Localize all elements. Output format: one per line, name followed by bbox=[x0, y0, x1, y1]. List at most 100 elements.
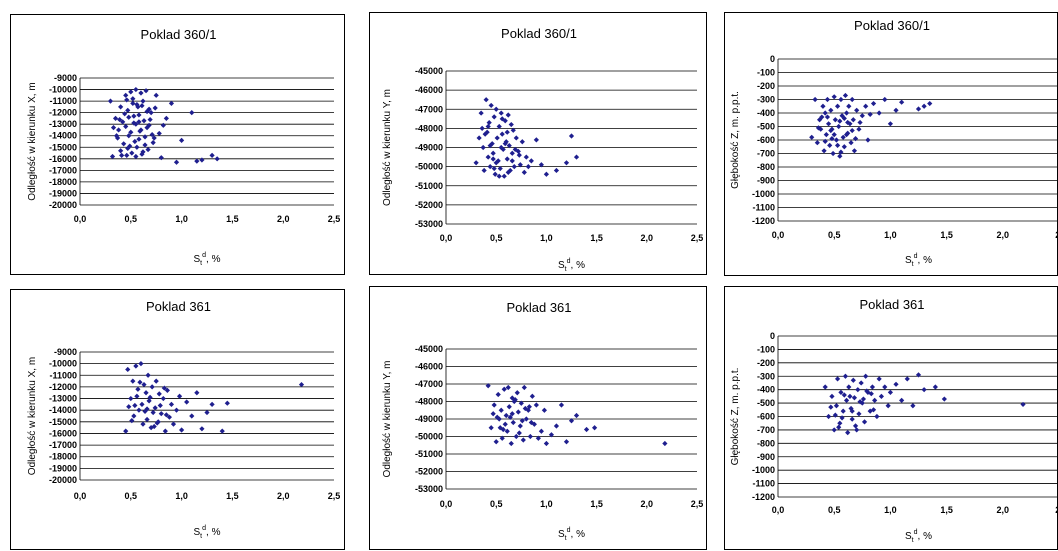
data-point bbox=[850, 377, 856, 383]
data-point bbox=[145, 146, 151, 153]
data-point bbox=[125, 107, 131, 113]
data-point bbox=[176, 393, 183, 399]
data-point bbox=[854, 107, 860, 113]
data-point bbox=[529, 393, 535, 399]
data-point bbox=[140, 149, 146, 155]
data-point bbox=[510, 127, 516, 133]
y-tick-label: -11000 bbox=[49, 370, 77, 380]
data-point bbox=[855, 387, 861, 393]
data-point bbox=[519, 418, 525, 424]
data-point bbox=[493, 439, 499, 445]
data-point bbox=[143, 88, 149, 94]
data-point bbox=[166, 414, 173, 420]
data-point bbox=[528, 158, 534, 164]
chart-panel-y-361: Poklad 361 -45000 -46000 -47000 -48000 -49000… bbox=[369, 286, 707, 550]
data-point bbox=[129, 418, 135, 424]
data-point bbox=[486, 120, 492, 126]
y-tick-label: -20000 bbox=[49, 200, 77, 210]
data-point bbox=[173, 159, 180, 165]
data-point bbox=[483, 97, 489, 103]
x-tick-label: 1,0 bbox=[884, 505, 897, 515]
data-point bbox=[904, 376, 910, 382]
data-point bbox=[503, 412, 509, 419]
data-point bbox=[110, 125, 117, 131]
y-tick-label: -19000 bbox=[49, 463, 77, 473]
data-point bbox=[523, 154, 529, 160]
data-point bbox=[515, 409, 521, 415]
data-point bbox=[528, 419, 534, 426]
y-tick-label: -14000 bbox=[49, 131, 77, 141]
x-tick-label: 1,0 bbox=[540, 499, 553, 509]
y-tick-label: -17000 bbox=[49, 440, 77, 450]
y-tick-label: -300 bbox=[757, 95, 775, 105]
data-point bbox=[173, 407, 180, 413]
data-point bbox=[214, 156, 220, 162]
y-tick-label: -11000 bbox=[49, 96, 77, 106]
y-tick-label: -19000 bbox=[49, 188, 77, 198]
y-tick-label: -47000 bbox=[415, 104, 443, 114]
data-point bbox=[887, 121, 893, 127]
data-point bbox=[194, 158, 200, 164]
data-point bbox=[838, 149, 844, 155]
y-tick-label: -15000 bbox=[49, 142, 77, 152]
data-point bbox=[573, 412, 580, 419]
y-tick-label: -10000 bbox=[49, 359, 77, 369]
data-point bbox=[833, 403, 840, 409]
data-point bbox=[298, 381, 305, 388]
data-point bbox=[116, 127, 122, 133]
data-point bbox=[872, 397, 878, 403]
x-tick-label: 1,5 bbox=[590, 499, 603, 509]
data-point bbox=[118, 104, 124, 110]
data-point bbox=[126, 114, 132, 120]
data-point bbox=[834, 103, 841, 109]
data-point bbox=[511, 164, 517, 170]
data-point bbox=[823, 132, 829, 138]
data-point bbox=[831, 94, 837, 100]
data-point bbox=[824, 114, 831, 120]
y-tick-label: -12000 bbox=[49, 382, 77, 392]
y-tick-label: -500 bbox=[757, 398, 775, 408]
data-point bbox=[845, 430, 851, 436]
data-point bbox=[135, 386, 141, 392]
data-point bbox=[162, 428, 168, 434]
data-point bbox=[494, 135, 500, 141]
data-point bbox=[522, 405, 528, 412]
data-point bbox=[130, 96, 136, 102]
chart-panel-z-360: Poklad 360/1 0 -100 -200 -300 -400 -500 -600 -70… bbox=[724, 12, 1058, 276]
data-point bbox=[502, 421, 508, 427]
data-point bbox=[499, 116, 505, 122]
data-point bbox=[504, 156, 510, 162]
data-point bbox=[124, 152, 130, 158]
data-point bbox=[131, 113, 137, 119]
y-tick-label: -800 bbox=[757, 162, 775, 172]
chart-panel-y-360: Poklad 360/1 -45000 -46000 -47000 -48000 -490… bbox=[369, 12, 707, 275]
data-point bbox=[837, 153, 843, 159]
data-point bbox=[134, 144, 140, 150]
data-point bbox=[882, 384, 888, 390]
data-point bbox=[870, 100, 877, 107]
x-axis-label: Std, % bbox=[905, 253, 932, 268]
data-point bbox=[553, 167, 560, 174]
data-point bbox=[839, 415, 845, 421]
data-point bbox=[846, 384, 852, 390]
data-point bbox=[199, 157, 205, 163]
data-point bbox=[126, 133, 132, 139]
data-point bbox=[136, 119, 142, 125]
data-point bbox=[832, 117, 838, 123]
y-tick-label: -18000 bbox=[49, 177, 77, 187]
data-point bbox=[473, 160, 479, 166]
y-tick-label: -400 bbox=[757, 108, 775, 118]
data-point bbox=[822, 384, 828, 390]
data-point bbox=[179, 427, 185, 433]
data-point bbox=[138, 361, 144, 367]
data-point bbox=[863, 103, 869, 109]
data-point bbox=[504, 129, 510, 135]
y-tick-label: -800 bbox=[757, 438, 775, 448]
data-point bbox=[139, 103, 145, 109]
data-point bbox=[498, 407, 504, 413]
y-axis-label: Głębokość Z, m. p.p.t. bbox=[730, 368, 741, 466]
y-tick-label: -48000 bbox=[415, 397, 443, 407]
data-point bbox=[876, 376, 882, 382]
y-tick-label: -700 bbox=[757, 149, 775, 159]
data-point bbox=[521, 169, 527, 175]
